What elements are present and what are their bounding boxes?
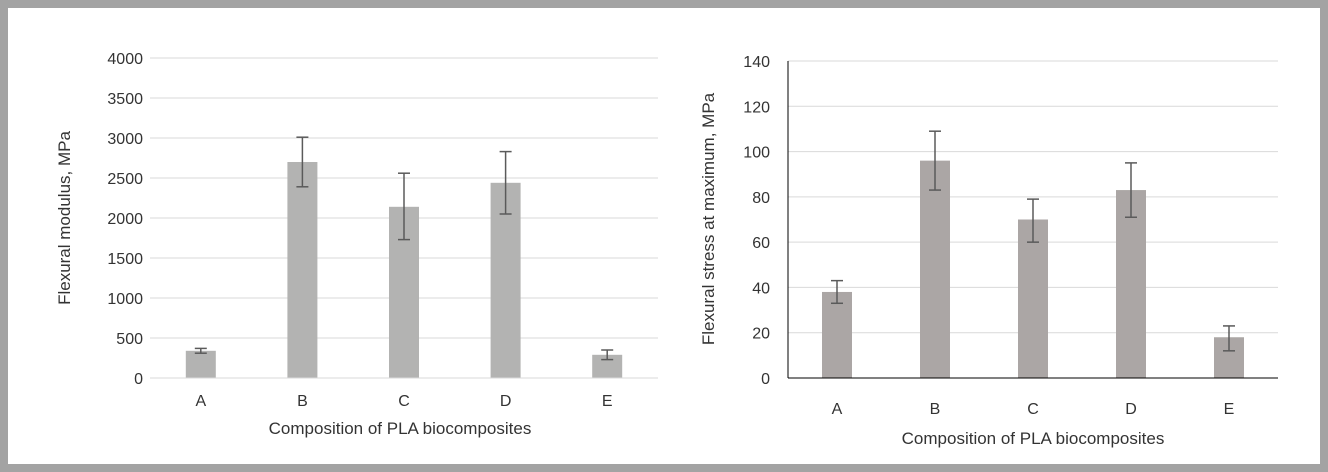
flexural-stress-chart-errorbar-b <box>929 130 941 191</box>
flexural-modulus-chart-ytick-label: 3500 <box>107 91 143 108</box>
flexural-stress-chart-ytick-label: 120 <box>743 99 770 116</box>
flexural-stress-chart-errorbar-c <box>1027 198 1039 243</box>
flexural-stress-chart-ylabel: Flexural stress at maximum, MPa <box>699 92 718 345</box>
flexural-stress-chart-ytick-label: 100 <box>743 145 770 162</box>
flexural-stress-chart: Composition of PLA biocomposites Flexura… <box>699 54 1278 448</box>
flexural-modulus-chart-xlabel: Composition of PLA biocomposites <box>269 419 532 438</box>
flexural-modulus-chart-ylabel: Flexural modulus, MPa <box>55 131 74 305</box>
flexural-modulus-chart-category-label: D <box>500 393 512 410</box>
flexural-modulus-chart-bar-a <box>185 350 216 378</box>
flexural-stress-chart-errorbar-d <box>1125 162 1137 218</box>
flexural-modulus-chart-category-label: E <box>602 393 613 410</box>
flexural-modulus-chart-ytick-label: 0 <box>134 371 143 388</box>
flexural-modulus-chart-ytick-label: 2000 <box>107 211 143 228</box>
flexural-modulus-chart-ytick-label: 3000 <box>107 131 143 148</box>
flexural-modulus-chart-errorbar-b <box>296 136 309 188</box>
flexural-modulus-chart-bar-b <box>287 162 318 378</box>
flexural-modulus-chart-ytick-label: 2500 <box>107 171 143 188</box>
flexural-modulus-chart-ytick-label: 1500 <box>107 251 143 268</box>
flexural-stress-chart-bar-b <box>920 160 950 378</box>
flexural-stress-chart-category-label: A <box>832 401 843 418</box>
flexural-stress-chart-ytick-label: 40 <box>752 280 770 297</box>
flexural-stress-chart-ytick-label: 60 <box>752 235 770 252</box>
flexural-modulus-chart-category-label: C <box>398 393 410 410</box>
flexural-stress-chart-ytick-label: 80 <box>752 190 770 207</box>
flexural-stress-chart-category-label: C <box>1027 401 1039 418</box>
flexural-modulus-chart-category-label: A <box>195 393 206 410</box>
flexural-stress-chart-bar-c <box>1018 219 1048 378</box>
flexural-stress-chart-category-label: E <box>1224 401 1235 418</box>
flexural-stress-chart-bar-a <box>822 291 852 378</box>
flexural-modulus-chart-category-label: B <box>297 393 308 410</box>
flexural-stress-chart-ytick-label: 0 <box>761 371 770 388</box>
flexural-modulus-chart-errorbar-d <box>499 150 512 215</box>
flexural-modulus-chart-errorbar-e <box>601 349 614 361</box>
flexural-stress-chart-bar-d <box>1116 190 1146 378</box>
flexural-modulus-chart-errorbar-a <box>194 347 207 354</box>
flexural-modulus-chart: Composition of PLA biocomposites Flexura… <box>55 51 658 438</box>
flexural-modulus-chart-bar-d <box>490 182 521 378</box>
flexural-stress-chart-ytick-label: 20 <box>752 326 770 343</box>
flexural-modulus-chart-ytick-label: 500 <box>116 331 143 348</box>
flexural-stress-chart-errorbar-a <box>831 279 843 305</box>
flexural-stress-chart-ytick-label: 140 <box>743 54 770 71</box>
flexural-modulus-chart-errorbar-c <box>398 172 410 241</box>
flexural-stress-chart-category-label: B <box>930 401 941 418</box>
charts-canvas: Composition of PLA biocomposites Flexura… <box>55 51 1278 448</box>
flexural-stress-chart-category-label: D <box>1125 401 1137 418</box>
flexural-modulus-chart-ytick-label: 4000 <box>107 51 143 68</box>
flexural-modulus-chart-bar-e <box>592 354 623 378</box>
flexural-stress-chart-errorbar-e <box>1223 325 1235 352</box>
flexural-stress-chart-xlabel: Composition of PLA biocomposites <box>902 429 1165 448</box>
flexural-modulus-chart-ytick-label: 1000 <box>107 291 143 308</box>
